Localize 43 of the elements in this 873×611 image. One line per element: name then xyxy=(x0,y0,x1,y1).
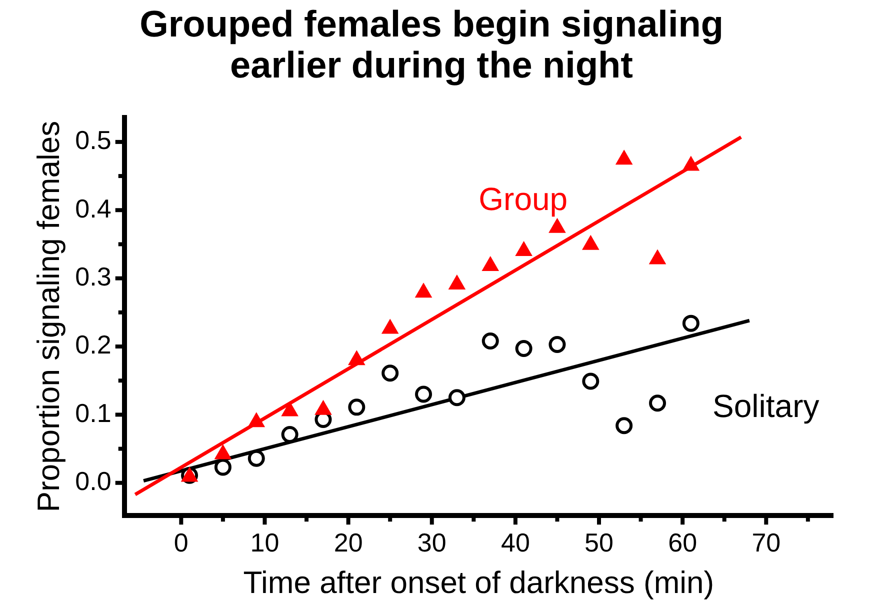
point xyxy=(382,364,399,382)
series-label: Solitary xyxy=(712,388,820,424)
x-tick-label: 30 xyxy=(417,527,446,558)
point xyxy=(214,458,232,476)
point xyxy=(649,394,666,412)
y-tick-label: 0.1 xyxy=(75,398,112,428)
y-tick-label: 0.4 xyxy=(75,193,112,224)
point xyxy=(582,372,600,390)
point xyxy=(616,417,633,434)
point xyxy=(482,332,499,350)
series-label: Group xyxy=(478,180,568,217)
point xyxy=(348,398,366,416)
chart-title: Grouped females begin signaling earlier during the night xyxy=(140,4,724,86)
point xyxy=(548,336,566,353)
y-tick-label: 0.3 xyxy=(75,261,112,292)
y-tick-label: 0.2 xyxy=(75,330,112,360)
x-tick-label: 60 xyxy=(668,527,698,558)
point xyxy=(248,450,265,467)
x-tick-label: 20 xyxy=(334,527,363,558)
point xyxy=(582,234,600,250)
point xyxy=(448,389,466,406)
x-tick-label: 40 xyxy=(500,527,530,558)
point xyxy=(281,426,298,443)
point xyxy=(381,318,399,334)
point xyxy=(448,274,466,290)
point xyxy=(515,241,532,256)
point xyxy=(415,386,432,403)
point xyxy=(414,282,432,298)
x-tick-label: 10 xyxy=(250,527,280,558)
point xyxy=(648,249,666,264)
point xyxy=(548,218,566,233)
x-axis-title: Time after onset of darkness (min) xyxy=(243,564,714,600)
y-tick-label: 0.5 xyxy=(75,125,112,156)
y-tick-label: 0.0 xyxy=(75,466,112,496)
x-tick-label: 50 xyxy=(584,527,614,558)
point xyxy=(615,150,633,165)
point xyxy=(682,314,700,332)
x-tick-label: 70 xyxy=(752,527,781,558)
x-tick-label: 0 xyxy=(174,527,188,558)
point xyxy=(482,256,500,272)
point xyxy=(682,156,700,171)
y-axis-title: Proportion signaling females xyxy=(31,120,66,512)
point xyxy=(515,340,532,358)
